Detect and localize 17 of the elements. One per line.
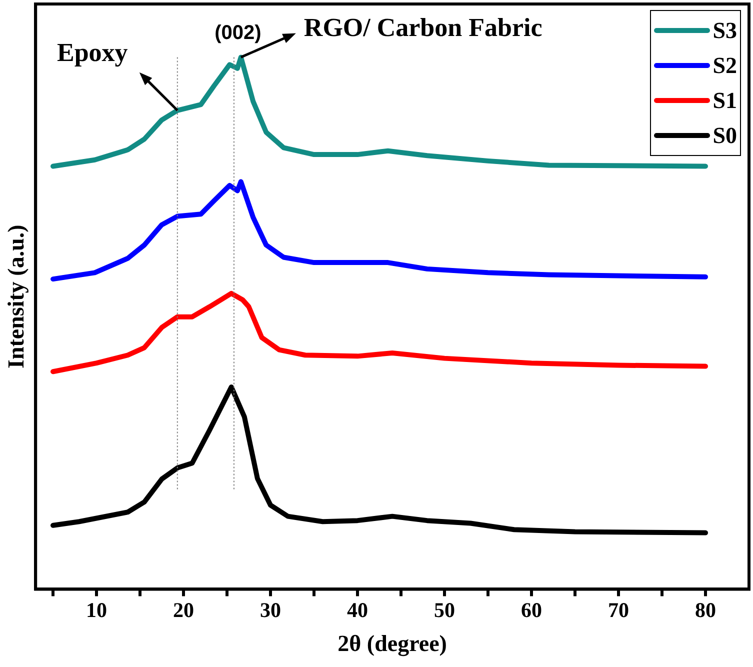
x-axis-title: 2θ (degree): [338, 631, 447, 658]
x-tick-label: 20: [173, 598, 194, 622]
legend-label: S1: [712, 88, 737, 114]
annotation: Epoxy: [57, 38, 128, 68]
x-tick-label: 70: [608, 598, 629, 622]
x-tick-label: 50: [434, 598, 455, 622]
x-tick-label: 40: [347, 598, 368, 622]
annotation: RGO/ Carbon Fabric: [304, 12, 542, 42]
x-tick-label: 60: [521, 598, 542, 622]
y-axis-title: Intensity (a.u.): [4, 224, 29, 368]
x-tick-label: 30: [260, 598, 281, 622]
legend-label: S2: [712, 52, 737, 78]
legend-label: S0: [712, 122, 737, 148]
annotation: (002): [214, 22, 262, 44]
x-tick-label: 80: [695, 598, 716, 622]
x-tick-label: 10: [86, 598, 107, 622]
legend-label: S3: [712, 18, 737, 44]
